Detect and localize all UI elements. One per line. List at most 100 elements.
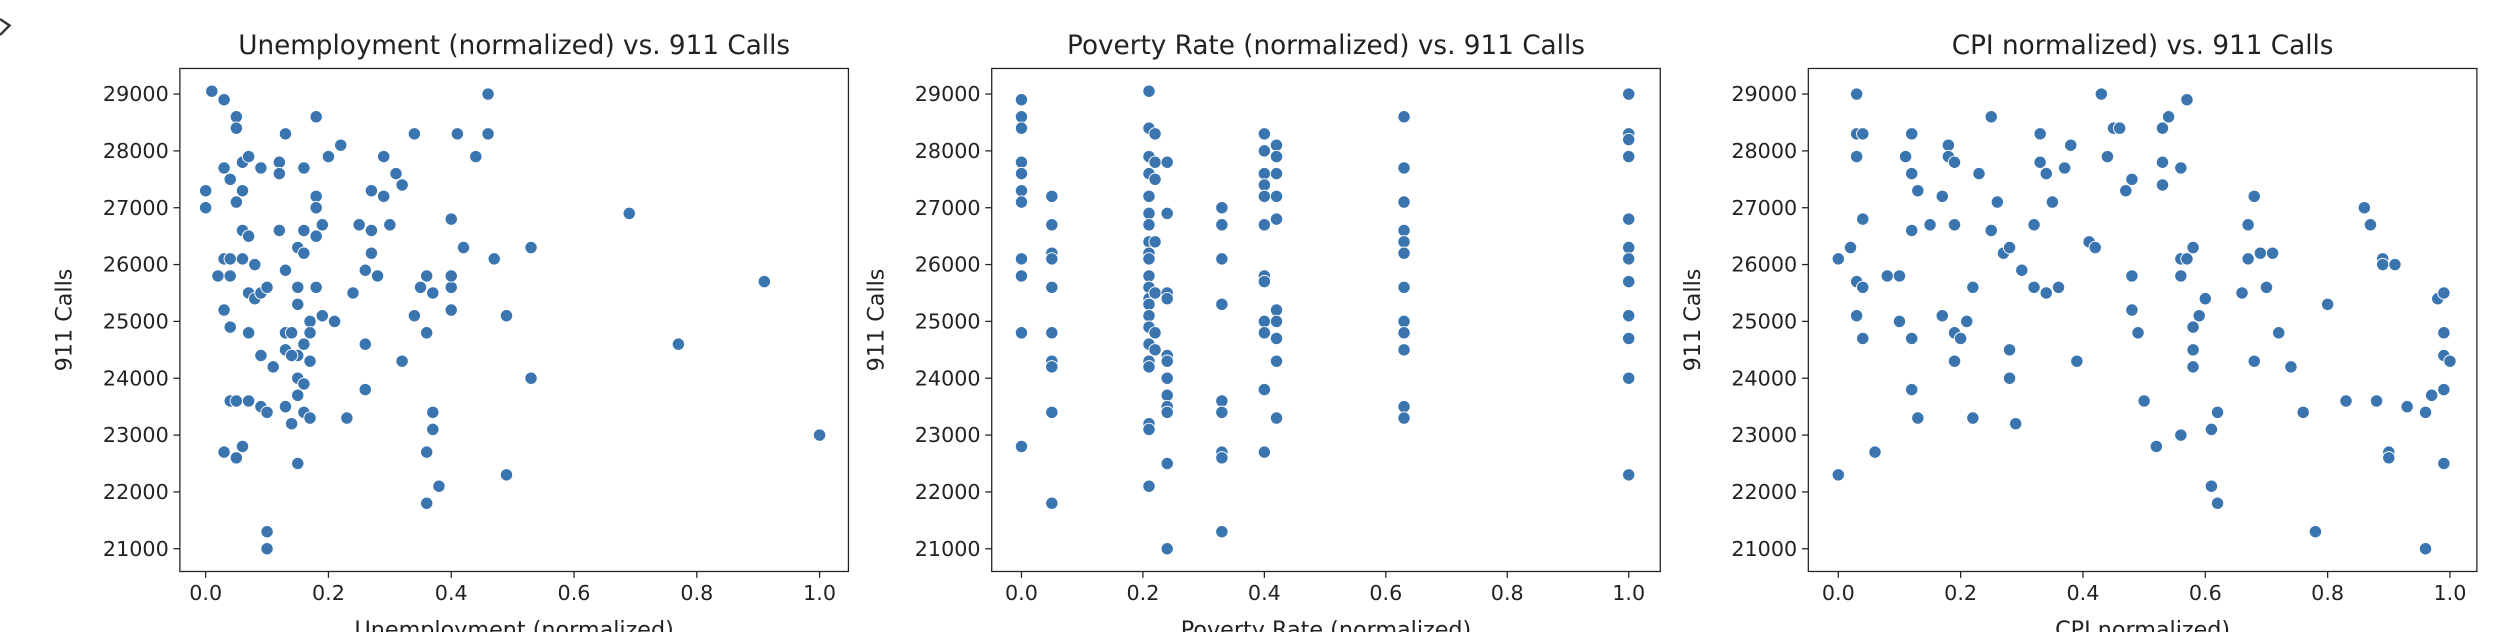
- scatter-point: [1269, 411, 1284, 425]
- scatter-point: [1045, 496, 1059, 510]
- scatter-point: [2039, 166, 2053, 181]
- y-tick-label: 24000: [103, 366, 169, 390]
- scatter-point: [2186, 360, 2200, 374]
- x-tick-label: 0.2: [1126, 581, 1159, 605]
- scatter-point: [1622, 212, 1636, 226]
- y-tick-label: 25000: [1731, 310, 1797, 334]
- scatter-point: [419, 445, 434, 459]
- scatter-point: [1397, 223, 1411, 238]
- scatter-point: [1045, 189, 1059, 204]
- scatter-point: [217, 445, 231, 459]
- scatter-point: [1142, 309, 1156, 323]
- plot-area: [179, 67, 850, 573]
- scatter-point: [1215, 394, 1229, 408]
- y-tick-label: 29000: [915, 82, 981, 106]
- scatter-point: [2204, 422, 2219, 437]
- scatter-point: [260, 405, 274, 420]
- y-axis-label: 911 Calls: [52, 269, 78, 372]
- scatter-point: [1014, 326, 1029, 340]
- y-tick-label: 22000: [915, 480, 981, 504]
- scatter-point: [309, 110, 323, 124]
- scatter-point: [340, 411, 354, 425]
- y-tick-label: 27000: [1731, 196, 1797, 220]
- y-tick-label: 21000: [915, 537, 981, 561]
- scatter-point: [248, 257, 262, 272]
- scatter-point: [1045, 218, 1059, 232]
- scatter-point: [1269, 354, 1284, 368]
- x-tick-label: 0.4: [435, 581, 468, 605]
- scatter-point: [1972, 166, 1986, 181]
- scatter-point: [524, 371, 538, 385]
- corner-icon: [0, 18, 12, 36]
- scatter-point: [1856, 331, 1870, 346]
- scatter-point: [1045, 405, 1059, 420]
- x-tick-label: 0.0: [1822, 581, 1855, 605]
- scatter-point: [2045, 195, 2060, 209]
- scatter-point: [413, 280, 428, 294]
- scatter-point: [321, 149, 336, 164]
- scatter-point: [2382, 451, 2396, 465]
- scatter-point: [1947, 218, 1962, 232]
- y-tick-label: 23000: [1731, 423, 1797, 447]
- scatter-point: [1148, 155, 1162, 169]
- scatter-point: [364, 183, 379, 198]
- scatter-point: [1905, 127, 1919, 141]
- scatter-point: [241, 229, 256, 243]
- scatter-point: [1142, 479, 1156, 493]
- scatter-point: [1892, 269, 1907, 283]
- scatter-point: [1142, 206, 1156, 221]
- scatter-point: [1966, 411, 1980, 425]
- y-tick-label: 28000: [915, 139, 981, 163]
- scatter-point: [2210, 405, 2225, 420]
- scatter-point: [1014, 439, 1029, 454]
- scatter-point: [211, 269, 225, 283]
- scatter-point: [1014, 93, 1029, 107]
- scatter-point: [1215, 451, 1229, 465]
- y-tick-label: 23000: [915, 423, 981, 447]
- scatter-point: [1622, 240, 1636, 255]
- scatter-point: [1160, 542, 1174, 556]
- scatter-point: [223, 252, 237, 266]
- scatter-point: [291, 280, 305, 294]
- scatter-point: [2112, 121, 2127, 135]
- scatter-point: [1014, 195, 1029, 209]
- x-tick-label: 1.0: [1612, 581, 1645, 605]
- scatter-point: [444, 280, 458, 294]
- plot-area: [991, 67, 1661, 573]
- scatter-point: [2437, 456, 2451, 471]
- scatter-point: [291, 297, 305, 312]
- scatter-point: [229, 451, 244, 465]
- y-tick-label: 25000: [103, 310, 169, 334]
- scatter-point: [1849, 309, 1864, 323]
- x-tick-label: 0.2: [312, 581, 345, 605]
- scatter-point: [2204, 479, 2219, 493]
- scatter-point: [235, 252, 250, 266]
- scatter-point: [1622, 149, 1636, 164]
- scatter-point: [2174, 269, 2188, 283]
- scatter-point: [2437, 286, 2451, 300]
- scatter-point: [1622, 132, 1636, 147]
- scatter-point: [2119, 183, 2133, 198]
- scatter-point: [2002, 240, 2017, 255]
- scatter-point: [1045, 326, 1059, 340]
- scatter-point: [1960, 314, 1974, 329]
- scatter-point: [235, 183, 250, 198]
- scatter-point: [1257, 326, 1272, 340]
- scatter-point: [217, 303, 231, 317]
- scatter-point: [2339, 394, 2353, 408]
- y-tick-label: 27000: [915, 196, 981, 220]
- scatter-point: [315, 218, 329, 232]
- scatter-point: [2376, 257, 2390, 272]
- scatter-point: [278, 263, 293, 277]
- scatter-point: [1142, 297, 1156, 312]
- scatter-point: [1984, 110, 1998, 124]
- scatter-point: [1215, 252, 1229, 266]
- scatter-point: [1148, 326, 1162, 340]
- scatter-point: [297, 246, 311, 260]
- scatter-point: [309, 229, 323, 243]
- scatter-point: [1257, 144, 1272, 158]
- chart-title: Poverty Rate (normalized) vs. 911 Calls: [1067, 31, 1585, 61]
- scatter-point: [1257, 127, 1272, 141]
- scatter-point: [352, 218, 366, 232]
